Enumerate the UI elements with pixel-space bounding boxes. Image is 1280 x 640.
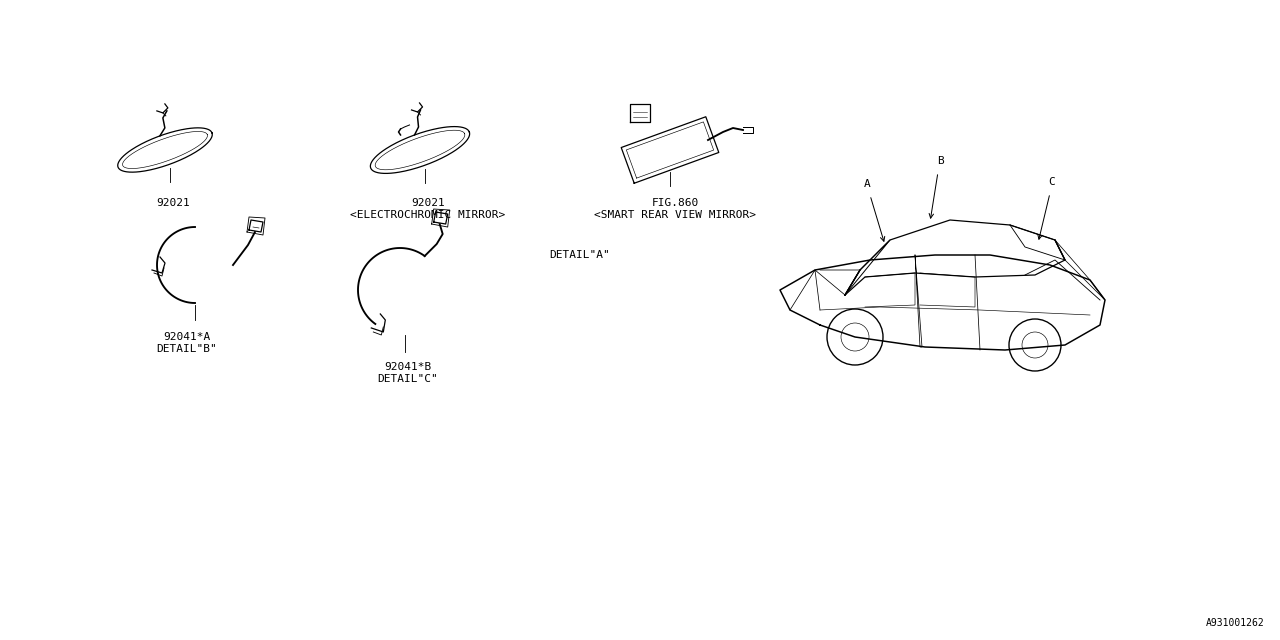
Text: 92041*B: 92041*B	[384, 362, 431, 372]
Text: FIG.860: FIG.860	[652, 198, 699, 208]
Text: B: B	[937, 156, 943, 166]
Text: 92021: 92021	[411, 198, 445, 208]
Text: <ELECTROCHROMIC MIRROR>: <ELECTROCHROMIC MIRROR>	[351, 210, 506, 220]
Text: DETAIL"B": DETAIL"B"	[156, 344, 218, 354]
Text: 92041*A: 92041*A	[164, 332, 211, 342]
Text: A931001262: A931001262	[1206, 618, 1265, 628]
Text: DETAIL"C": DETAIL"C"	[378, 374, 438, 384]
Text: A: A	[864, 179, 870, 189]
Text: DETAIL"A": DETAIL"A"	[549, 250, 611, 260]
Text: 92021: 92021	[156, 198, 189, 208]
Text: C: C	[1048, 177, 1056, 187]
Text: <SMART REAR VIEW MIRROR>: <SMART REAR VIEW MIRROR>	[594, 210, 756, 220]
